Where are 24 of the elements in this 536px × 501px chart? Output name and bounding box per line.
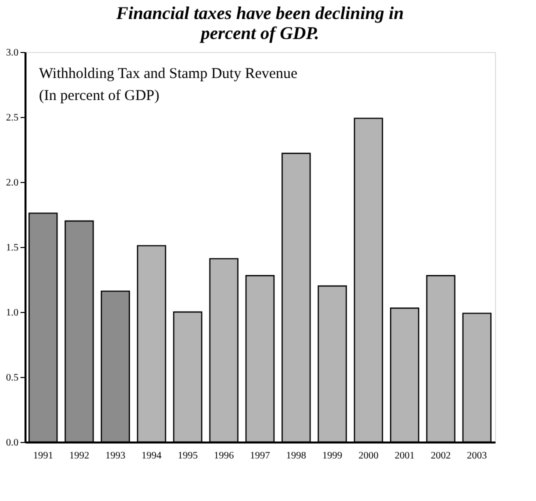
x-tick-label: 1993	[105, 450, 126, 462]
text: percent of GDP.	[200, 23, 320, 43]
x-tick-label: 1994	[142, 450, 162, 462]
x-tick-label: 1995	[178, 450, 198, 462]
y-tick-label: 2.0	[6, 178, 18, 188]
x-tick-label: 1996	[214, 450, 234, 462]
x-tick-label: 1998	[286, 450, 306, 462]
x-tick-label: 2003	[466, 450, 487, 462]
y-tick-label: 0.0	[6, 438, 18, 448]
x-tick-label: 2001	[394, 450, 415, 462]
x-tick-label: 1997	[250, 450, 270, 462]
y-tick-label: 0.5	[6, 372, 18, 384]
y-tick-label: 3.0	[6, 48, 18, 58]
text: Financial taxes have been declining in	[116, 3, 404, 23]
x-tick-label: 1992	[69, 450, 90, 462]
x-tick-label: 2000	[358, 450, 378, 462]
annotation: (In percent of GDP)	[39, 88, 160, 104]
y-tick-label: 1.5	[6, 242, 18, 254]
y-tick-label: 2.5	[6, 112, 18, 124]
y-tick-label: 1.0	[6, 308, 18, 318]
x-tick-label: 1999	[322, 450, 342, 462]
annotation: Withholding Tax and Stamp Duty Revenue	[39, 66, 298, 82]
x-tick-label: 1991	[33, 450, 54, 462]
x-tick-label: 2002	[430, 450, 451, 462]
